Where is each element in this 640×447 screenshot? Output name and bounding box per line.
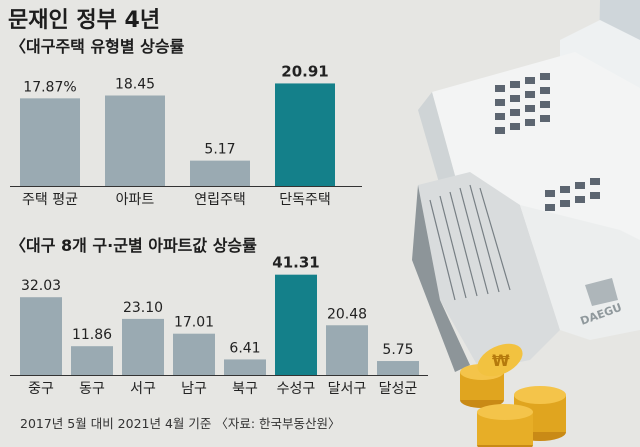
chart2-value-label-6: 20.48 — [327, 306, 367, 322]
coin-won-icon: ₩ — [492, 351, 510, 370]
chart2-bar-7 — [377, 361, 419, 375]
chart2-category-label-3: 남구 — [181, 381, 207, 397]
chart1-category-label-3: 단독주택 — [279, 192, 331, 208]
chart2-value-label-1: 11.86 — [72, 327, 112, 343]
chart2-category-label-6: 달서구 — [328, 381, 367, 397]
chart1-bar-3 — [275, 83, 335, 186]
page-title: 문재인 정부 4년 — [8, 8, 161, 33]
chart1-category-label-2: 연립주택 — [194, 192, 246, 208]
chart1-category-label-1: 아파트 — [116, 192, 155, 208]
chart1-value-label-0: 17.87% — [23, 79, 76, 95]
chart2-category-label-2: 서구 — [130, 381, 156, 397]
chart2-bar-4 — [224, 359, 266, 375]
chart2-bar-3 — [173, 333, 215, 375]
daegu-logo-icon — [585, 278, 618, 306]
curved-tower-icon: DAEGU — [412, 172, 640, 372]
chart1-title: 〈대구주택 유형별 상승률 — [10, 37, 185, 56]
chart2-bar-2 — [122, 318, 164, 375]
chart2-value-label-0: 32.03 — [21, 278, 61, 294]
chart2-value-label-3: 17.01 — [174, 315, 214, 331]
chart2-value-label-2: 23.10 — [123, 300, 163, 316]
coin-stack-icon: ₩ — [460, 343, 566, 447]
chart2-value-label-7: 5.75 — [382, 342, 413, 358]
chart1-bar-0 — [20, 98, 80, 186]
chart2-bar-1 — [71, 346, 113, 375]
chart1-bar-1 — [105, 95, 165, 186]
chart2-category-label-1: 동구 — [79, 381, 105, 397]
chart2-category-label-4: 북구 — [232, 381, 258, 397]
chart1-category-label-0: 주택 평균 — [22, 192, 78, 208]
chart2-value-label-5: 41.31 — [272, 254, 319, 272]
chart1-value-label-1: 18.45 — [115, 77, 155, 93]
chart1-value-label-2: 5.17 — [204, 142, 235, 158]
source-note: 2017년 5월 대비 2021년 4월 기준 〈자료: 한국부동산원〉 — [20, 416, 341, 431]
chart2-category-label-0: 중구 — [28, 381, 54, 397]
chart1-bar-2 — [190, 160, 250, 186]
chart2-title: 〈대구 8개 구·군별 아파트값 상승률 — [10, 236, 257, 255]
chart2-bar-5 — [275, 274, 317, 375]
chart2-category-label-5: 수성구 — [277, 381, 316, 397]
chart2-value-label-4: 6.41 — [229, 340, 260, 356]
chart2-category-label-7: 달성군 — [379, 381, 418, 397]
chart2-bar-0 — [20, 297, 62, 375]
chart2-bar-6 — [326, 325, 368, 375]
chart1-value-label-3: 20.91 — [281, 62, 328, 80]
